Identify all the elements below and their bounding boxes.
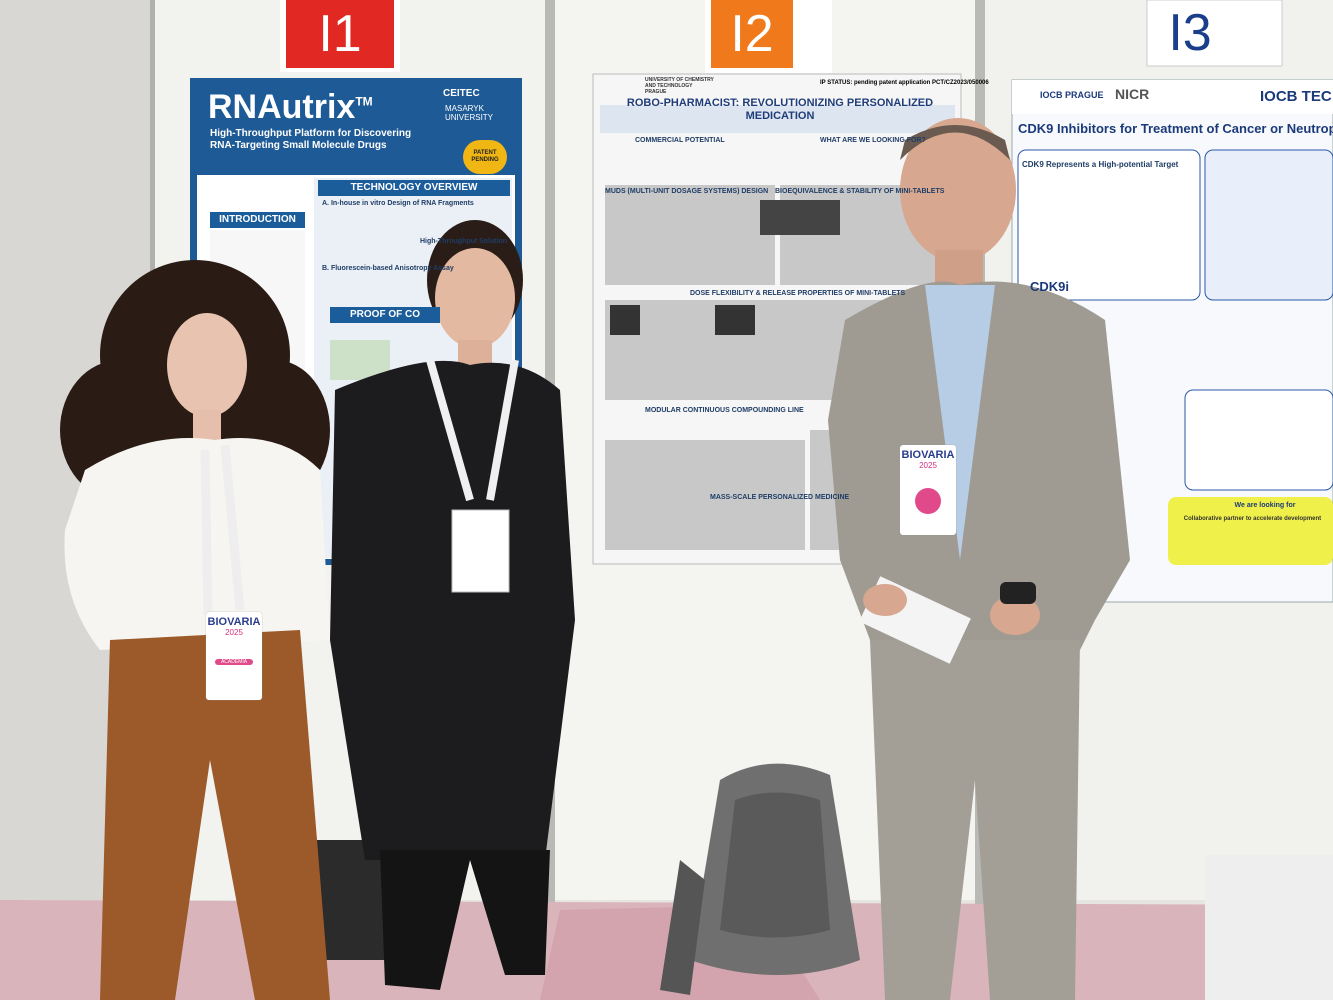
section-header: MODULAR CONTINUOUS COMPOUNDING LINE — [645, 407, 804, 414]
booth-sign: I2 — [730, 5, 774, 63]
section-header: WHAT ARE WE LOOKING FOR? — [820, 137, 926, 144]
badge-year: 2025 — [919, 461, 937, 470]
section-label: High-Throughput Solution — [420, 238, 508, 245]
poster-title: ROBO-PHARMACIST: REVOLUTIONIZING PERSONA… — [626, 97, 934, 122]
badge-event: BIOVARIA — [901, 449, 955, 461]
logo-text: CEITEC — [443, 88, 480, 99]
section-label: A. In-house in vitro Design of RNA Fragm… — [322, 200, 474, 207]
badge-event: BIOVARIA — [207, 616, 261, 628]
badge-tag: ACADEMIA — [215, 659, 253, 665]
section-label: Collaborative partner to accelerate deve… — [1183, 516, 1322, 522]
poster-title: CDK9 Inhibitors for Treatment of Cancer … — [1018, 122, 1333, 136]
badge-dot — [915, 488, 941, 514]
title-text: RNAutrix — [208, 88, 356, 126]
badge-year: 2025 — [225, 628, 243, 637]
section-header: BIOEQUIVALENCE & STABILITY OF MINI-TABLE… — [775, 188, 945, 195]
section-header: CDK9 Represents a High-potential Target — [1022, 160, 1179, 169]
logo-text: MASARYK UNIVERSITY — [445, 104, 494, 123]
section-header: We are looking for — [1234, 502, 1296, 509]
booth-sign: I1 — [318, 5, 362, 63]
section-label: B. Fluorescein-based Anisotropy Assay — [322, 265, 454, 272]
logo-text: IOCB PRAGUE — [1040, 90, 1104, 100]
poster-subtitle: High-Throughput Platform for Discovering… — [210, 128, 412, 151]
logo-text: NICR — [1115, 86, 1150, 102]
booth-sign: I3 — [1168, 4, 1212, 62]
logo-text: IOCB TEC — [1260, 88, 1332, 105]
section-header: MASS-SCALE PERSONALIZED MEDICINE — [710, 494, 850, 501]
section-header: COMMERCIAL POTENTIAL — [635, 137, 725, 144]
ip-status: IP STATUS: pending patent application PC… — [820, 80, 989, 86]
trademark: TM — [355, 94, 373, 109]
patent-seal: PATENT PENDING — [463, 140, 507, 174]
section-header: DOSE FLEXIBILITY & RELEASE PROPERTIES OF… — [690, 290, 906, 297]
section-header: PROOF OF CO — [330, 307, 440, 323]
poster-title: RNAutrixTM — [208, 88, 373, 127]
section-label: CDK9i — [1030, 279, 1070, 294]
section-header: MUDS (MULTI-UNIT DOSAGE SYSTEMS) DESIGN — [605, 188, 769, 195]
name-badge: BIOVARIA 2025 — [900, 445, 956, 535]
institution: UNIVERSITY OF CHEMISTRY AND TECHNOLOGY P… — [645, 77, 714, 95]
section-header: INTRODUCTION — [210, 212, 305, 228]
name-badge: BIOVARIA 2025 ACADEMIA — [206, 612, 262, 700]
section-header: TECHNOLOGY OVERVIEW — [318, 180, 510, 196]
